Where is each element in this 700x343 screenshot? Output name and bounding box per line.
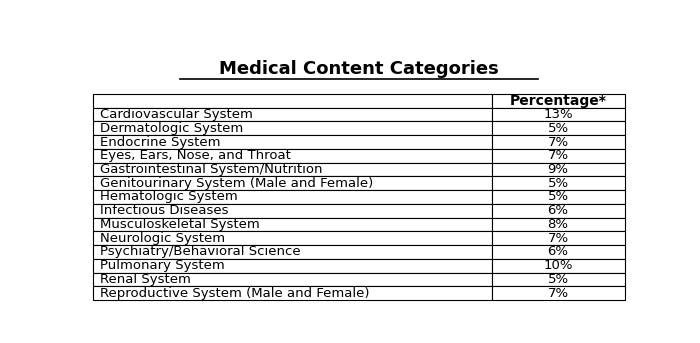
Text: Eyes, Ears, Nose, and Throat: Eyes, Ears, Nose, and Throat: [100, 149, 291, 162]
Text: Infectious Diseases: Infectious Diseases: [100, 204, 228, 217]
Text: 5%: 5%: [547, 177, 568, 190]
Bar: [491, 163, 624, 176]
Bar: [491, 273, 624, 286]
Text: Musculoskeletal System: Musculoskeletal System: [100, 218, 260, 231]
Text: 5%: 5%: [547, 190, 568, 203]
Text: Gastrointestinal System/Nutrition: Gastrointestinal System/Nutrition: [100, 163, 323, 176]
Bar: [93, 149, 491, 163]
Bar: [491, 176, 624, 190]
Bar: [491, 108, 624, 121]
Text: Endocrine System: Endocrine System: [100, 135, 220, 149]
Text: Renal System: Renal System: [100, 273, 191, 286]
Bar: [93, 163, 491, 176]
Text: 8%: 8%: [547, 218, 568, 231]
Text: Pulmonary System: Pulmonary System: [100, 259, 225, 272]
Bar: [93, 286, 491, 300]
Bar: [93, 108, 491, 121]
Bar: [491, 204, 624, 217]
Text: 7%: 7%: [547, 287, 568, 300]
Bar: [93, 121, 491, 135]
Bar: [491, 190, 624, 204]
Bar: [93, 190, 491, 204]
Bar: [93, 245, 491, 259]
Text: Medical Content Categories: Medical Content Categories: [219, 60, 498, 78]
Bar: [93, 94, 491, 108]
Text: 7%: 7%: [547, 232, 568, 245]
Bar: [491, 121, 624, 135]
Text: Neurologic System: Neurologic System: [100, 232, 225, 245]
Text: 6%: 6%: [547, 204, 568, 217]
Text: 9%: 9%: [547, 163, 568, 176]
Text: Reproductive System (Male and Female): Reproductive System (Male and Female): [100, 287, 370, 300]
Bar: [491, 217, 624, 231]
Text: 6%: 6%: [547, 246, 568, 258]
Bar: [93, 204, 491, 217]
Bar: [93, 231, 491, 245]
Text: Hematologic System: Hematologic System: [100, 190, 238, 203]
Bar: [93, 135, 491, 149]
Text: 7%: 7%: [547, 149, 568, 162]
Text: 5%: 5%: [547, 122, 568, 135]
Bar: [93, 273, 491, 286]
Bar: [491, 259, 624, 273]
Text: Cardiovascular System: Cardiovascular System: [100, 108, 253, 121]
Text: Percentage*: Percentage*: [510, 94, 607, 108]
Bar: [491, 286, 624, 300]
Bar: [93, 217, 491, 231]
Text: Dermatologic System: Dermatologic System: [100, 122, 243, 135]
Bar: [93, 176, 491, 190]
Bar: [491, 245, 624, 259]
Text: 10%: 10%: [543, 259, 573, 272]
Text: Psychiatry/Behavioral Science: Psychiatry/Behavioral Science: [100, 246, 300, 258]
Bar: [491, 94, 624, 108]
Text: Genitourinary System (Male and Female): Genitourinary System (Male and Female): [100, 177, 373, 190]
Bar: [491, 149, 624, 163]
Bar: [491, 135, 624, 149]
Bar: [491, 231, 624, 245]
Text: 13%: 13%: [543, 108, 573, 121]
Bar: [93, 259, 491, 273]
Text: 5%: 5%: [547, 273, 568, 286]
Text: 7%: 7%: [547, 135, 568, 149]
